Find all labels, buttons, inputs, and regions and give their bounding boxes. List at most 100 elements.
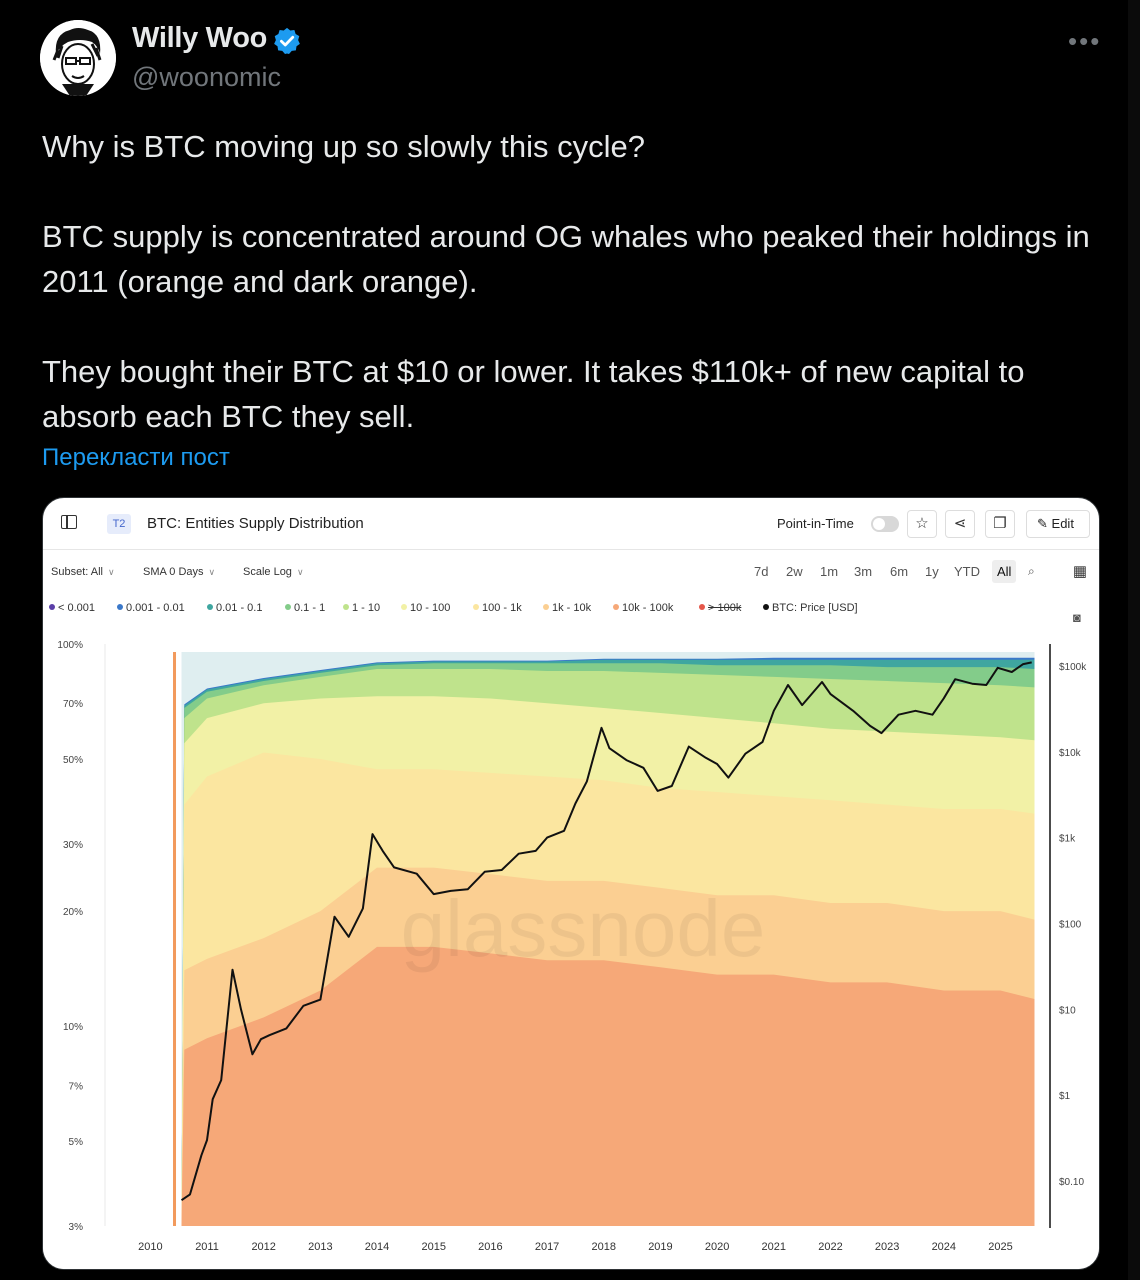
y-right-tick-label: $100k	[1059, 662, 1087, 673]
range-all[interactable]: All	[992, 560, 1017, 583]
legend-item[interactable]: 0.1 - 1	[285, 602, 325, 614]
copy-icon[interactable]: ❐	[985, 510, 1015, 538]
y-right-tick-label: $10k	[1059, 748, 1082, 759]
legend-label: < 0.001	[58, 602, 96, 614]
legend-dot	[543, 604, 549, 610]
legend-label: 0.1 - 1	[294, 602, 326, 614]
y-left-tick-label: 3%	[69, 1222, 84, 1233]
legend-item[interactable]: 100 - 1k	[473, 602, 522, 614]
y-left-tick-label: 7%	[69, 1081, 84, 1092]
legend-dot	[49, 604, 55, 610]
x-tick-label: 2023	[875, 1241, 899, 1253]
legend-item[interactable]: 10k - 100k	[613, 602, 673, 614]
legend-item[interactable]: BTC: Price [USD]	[763, 602, 858, 614]
more-dots-icon[interactable]: •••	[1068, 26, 1102, 56]
range-2w[interactable]: 2w	[786, 564, 803, 579]
legend-label: 0.01 - 0.1	[216, 602, 263, 614]
share-icon[interactable]: ⋖	[945, 510, 975, 538]
legend-label: BTC: Price [USD]	[772, 602, 858, 614]
legend-label: > 100k	[708, 602, 742, 614]
range-7d[interactable]: 7d	[754, 564, 769, 579]
camera-icon[interactable]: ◙	[1073, 610, 1081, 625]
y-right-tick-label: $100	[1059, 920, 1082, 931]
y-right-tick-label: $1	[1059, 1091, 1071, 1102]
x-tick-label: 2025	[988, 1241, 1012, 1253]
x-tick-label: 2014	[365, 1241, 389, 1253]
translate-link[interactable]: Перекласти пост	[42, 444, 230, 471]
sidebar-toggle-icon[interactable]	[61, 515, 77, 529]
legend-item[interactable]: 10 - 100	[401, 602, 450, 614]
author-handle[interactable]: @woonomic	[132, 62, 281, 92]
chevron-down-icon: ∨	[208, 567, 216, 577]
chart-card[interactable]: T2 BTC: Entities Supply Distribution Poi…	[42, 497, 1100, 1270]
verified-badge-icon	[274, 27, 300, 54]
subset-select[interactable]: Subset: All ∨	[51, 566, 115, 578]
frame-left	[0, 0, 8, 1280]
legend-dot	[343, 604, 349, 610]
scrollbar-track[interactable]	[1128, 0, 1140, 1280]
legend-item[interactable]: 1k - 10k	[543, 602, 591, 614]
legend-item[interactable]: 1 - 10	[343, 602, 380, 614]
x-tick-label: 2013	[308, 1241, 332, 1253]
chart-legend: < 0.001 0.001 - 0.01 0.01 - 0.1 0.1 - 1 …	[49, 602, 1049, 618]
y-left-tick-label: 50%	[63, 755, 83, 766]
zoom-icon[interactable]: ⌕	[1028, 564, 1035, 578]
area-band-early-strip	[173, 652, 177, 1226]
edit-button[interactable]: ✎ Edit	[1026, 510, 1090, 538]
chart-title: BTC: Entities Supply Distribution	[147, 515, 364, 532]
edit-label: Edit	[1051, 516, 1074, 531]
pencil-icon: ✎	[1037, 516, 1048, 531]
legend-label: 100 - 1k	[482, 602, 522, 614]
x-tick-label: 2015	[421, 1241, 445, 1253]
legend-label: 10k - 100k	[622, 602, 674, 614]
sma-select[interactable]: SMA 0 Days ∨	[143, 566, 215, 578]
tweet-text: Why is BTC moving up so slowly this cycl…	[42, 124, 1102, 439]
author-name[interactable]: Willy Woo	[132, 22, 268, 54]
chevron-down-icon: ∨	[296, 567, 304, 577]
point-in-time-toggle[interactable]	[871, 516, 899, 532]
range-1y[interactable]: 1y	[925, 564, 939, 579]
y-left-tick-label: 30%	[63, 840, 83, 851]
y-left-tick-label: 70%	[63, 699, 83, 710]
y-right-tick-label: $10	[1059, 1005, 1076, 1016]
legend-dot	[699, 604, 705, 610]
y-left-tick-label: 20%	[63, 907, 83, 918]
subset-label: Subset: All	[51, 566, 103, 578]
tweet-paragraph: BTC supply is concentrated around OG wha…	[42, 219, 1090, 299]
avatar[interactable]	[40, 20, 116, 96]
legend-dot	[613, 604, 619, 610]
x-tick-label: 2016	[478, 1241, 502, 1253]
chevron-down-icon: ∨	[107, 567, 115, 577]
sma-label: SMA 0 Days	[143, 566, 204, 578]
legend-dot	[763, 604, 769, 610]
range-1m[interactable]: 1m	[820, 564, 839, 579]
legend-item[interactable]: 0.01 - 0.1	[207, 602, 262, 614]
price-line	[180, 661, 1032, 1202]
area-band-10k-100k	[181, 946, 1035, 1226]
range-3m[interactable]: 3m	[854, 564, 873, 579]
star-icon[interactable]: ☆	[907, 510, 937, 538]
chart-plot: glassnode 100% 70% 50% 30% 20% 10% 7% 5% 3% $100k $…	[43, 626, 1099, 1269]
legend-item[interactable]: > 100k	[699, 602, 741, 614]
y-left-tick-label: 100%	[57, 640, 83, 651]
scale-select[interactable]: Scale Log ∨	[243, 566, 304, 578]
range-6m[interactable]: 6m	[890, 564, 909, 579]
legend-dot	[285, 604, 291, 610]
y-right-tick-label: $0.10	[1059, 1177, 1084, 1188]
point-in-time-label: Point-in-Time	[777, 516, 854, 531]
x-tick-label: 2010	[138, 1241, 162, 1253]
legend-label: 1 - 10	[352, 602, 381, 614]
legend-dot	[473, 604, 479, 610]
legend-label: 10 - 100	[410, 602, 451, 614]
x-tick-label: 2012	[251, 1241, 275, 1253]
x-tick-label: 2021	[762, 1241, 786, 1253]
tier-badge: T2	[107, 514, 131, 534]
watermark: glassnode	[401, 884, 766, 973]
legend-dot	[117, 604, 123, 610]
legend-item[interactable]: < 0.001	[49, 602, 95, 614]
x-tick-label: 2017	[535, 1241, 559, 1253]
legend-item[interactable]: 0.001 - 0.01	[117, 602, 185, 614]
calendar-icon[interactable]: ▦	[1072, 563, 1088, 580]
range-ytd[interactable]: YTD	[954, 564, 980, 579]
legend-label: 1k - 10k	[552, 602, 592, 614]
